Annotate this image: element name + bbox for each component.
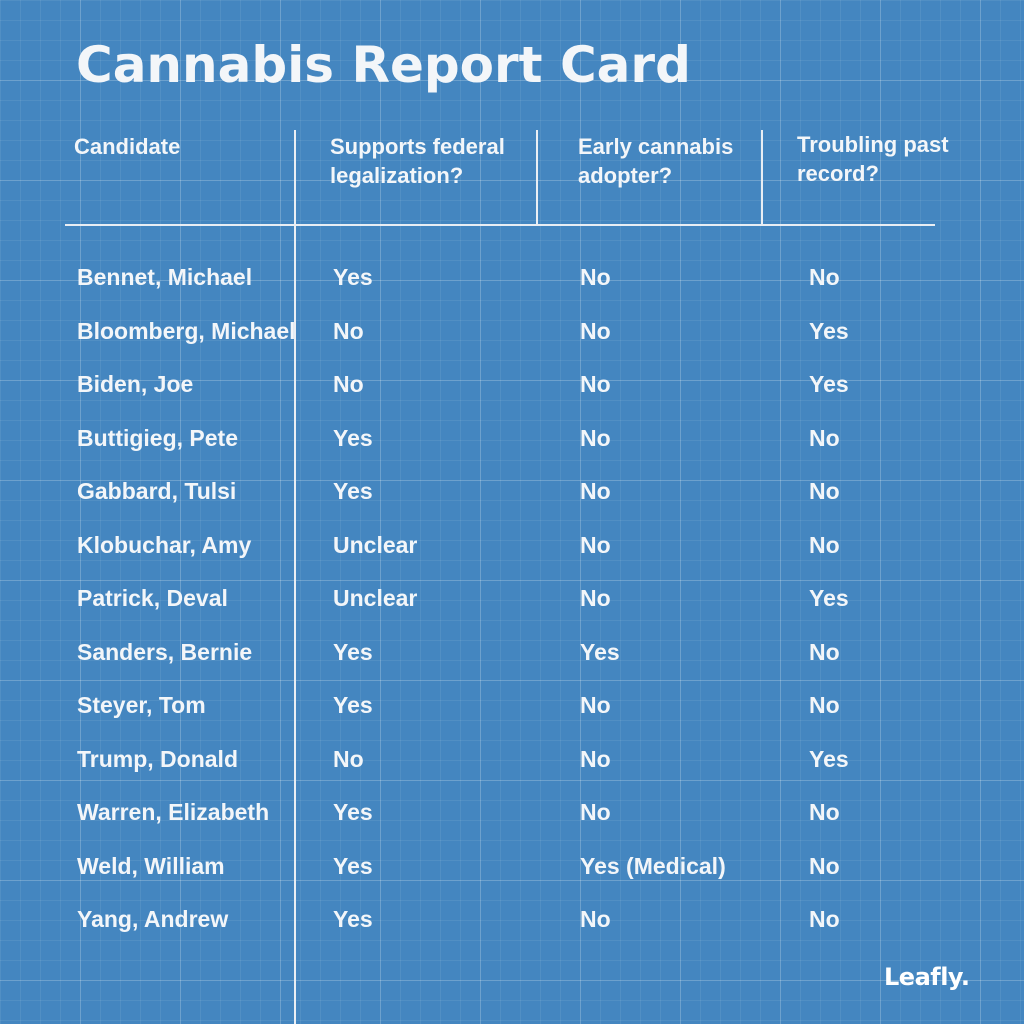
candidate-name-cell: Gabbard, Tulsi — [77, 478, 237, 504]
supports-federal-cell: No — [333, 317, 364, 344]
candidate-name-cell: Trump, Donald — [77, 745, 238, 772]
table-row: Bennet, Michael Yes No No — [0, 252, 1024, 306]
header-divider — [65, 224, 935, 226]
troubling-record-cell: No — [809, 264, 840, 290]
candidate-name-cell: Buttigieg, Pete — [77, 424, 239, 451]
header-candidate: Candidate — [74, 132, 180, 161]
header-troubling-past-record: Troubling past record? — [797, 130, 949, 188]
early-adopter-cell: No — [580, 478, 611, 504]
early-adopter-cell: No — [580, 799, 611, 825]
early-adopter-cell: No — [580, 531, 611, 558]
table-body: Bennet, Michael Yes No No Bloomberg, Michael… — [0, 252, 1024, 948]
header-early-line1: Early cannabis — [578, 134, 734, 159]
troubling-record-cell: Yes — [809, 317, 849, 344]
candidate-name-cell: Biden, Joe — [77, 371, 194, 397]
table-row: Yang, Andrew Yes No No — [0, 894, 1024, 948]
table-row: Warren, Elizabeth Yes No No — [0, 787, 1024, 841]
header-supports-federal-legalization: Supports federal legalization? — [330, 132, 505, 190]
column-divider-3 — [761, 130, 763, 224]
supports-federal-cell: Yes — [333, 264, 373, 290]
candidate-name-cell: Sanders, Bernie — [77, 638, 253, 665]
supports-federal-cell: Yes — [333, 478, 373, 504]
troubling-record-cell: No — [809, 852, 840, 879]
table-row: Trump, Donald No No Yes — [0, 734, 1024, 788]
page-title: Cannabis Report Card — [76, 36, 691, 94]
early-adopter-cell: No — [580, 424, 611, 451]
supports-federal-cell: Yes — [333, 692, 373, 718]
header-federal-line2: legalization? — [330, 163, 464, 188]
early-adopter-cell: No — [580, 745, 611, 772]
supports-federal-cell: No — [333, 371, 364, 397]
header-candidate-label: Candidate — [74, 134, 181, 159]
supports-federal-cell: Yes — [333, 424, 373, 451]
early-adopter-cell: No — [580, 317, 611, 344]
early-adopter-cell: No — [580, 264, 611, 290]
table-row: Klobuchar, Amy Unclear No No — [0, 520, 1024, 574]
troubling-record-cell: No — [809, 799, 840, 825]
troubling-record-cell: No — [809, 906, 840, 932]
table-row: Biden, Joe No No Yes — [0, 359, 1024, 413]
table-row: Weld, William Yes Yes (Medical) No — [0, 841, 1024, 895]
table-row: Steyer, Tom Yes No No — [0, 680, 1024, 734]
early-adopter-cell: No — [580, 371, 611, 397]
troubling-record-cell: No — [809, 638, 840, 665]
header-early-line2: adopter? — [578, 163, 673, 188]
candidate-name-cell: Yang, Andrew — [77, 906, 229, 932]
candidate-name-cell: Weld, William — [77, 852, 225, 879]
supports-federal-cell: No — [333, 745, 364, 772]
troubling-record-cell: No — [809, 531, 840, 558]
candidate-name-cell: Warren, Elizabeth — [77, 799, 270, 825]
table-row: Patrick, Deval Unclear No Yes — [0, 573, 1024, 627]
table-row: Sanders, Bernie Yes Yes No — [0, 627, 1024, 681]
table-row: Buttigieg, Pete Yes No No — [0, 413, 1024, 467]
early-adopter-cell: No — [580, 585, 611, 611]
early-adopter-cell: No — [580, 906, 611, 932]
candidate-name-cell: Klobuchar, Amy — [77, 531, 252, 558]
supports-federal-cell: Yes — [333, 906, 373, 932]
early-adopter-cell: Yes (Medical) — [580, 852, 726, 879]
supports-federal-cell: Unclear — [333, 531, 418, 558]
column-divider-1 — [294, 130, 296, 1024]
header-early-cannabis-adopter: Early cannabis adopter? — [578, 132, 733, 190]
supports-federal-cell: Yes — [333, 799, 373, 825]
leafly-logo: Leafly. — [884, 963, 970, 991]
troubling-record-cell: No — [809, 424, 840, 451]
candidate-name-cell: Bloomberg, Michael — [77, 317, 296, 344]
early-adopter-cell: No — [580, 692, 611, 718]
candidate-name-cell: Bennet, Michael — [77, 264, 253, 290]
candidate-name-cell: Steyer, Tom — [77, 692, 206, 718]
header-troubling-line2: record? — [797, 161, 879, 186]
header-troubling-line1: Troubling past — [797, 132, 949, 157]
supports-federal-cell: Yes — [333, 638, 373, 665]
candidate-name-cell: Patrick, Deval — [77, 585, 228, 611]
header-federal-line1: Supports federal — [330, 134, 505, 159]
early-adopter-cell: Yes — [580, 638, 620, 665]
supports-federal-cell: Unclear — [333, 585, 418, 611]
troubling-record-cell: Yes — [809, 585, 849, 611]
troubling-record-cell: No — [809, 478, 840, 504]
troubling-record-cell: Yes — [809, 371, 849, 397]
troubling-record-cell: Yes — [809, 745, 849, 772]
troubling-record-cell: No — [809, 692, 840, 718]
table-row: Bloomberg, Michael No No Yes — [0, 306, 1024, 360]
table-row: Gabbard, Tulsi Yes No No — [0, 466, 1024, 520]
column-divider-2 — [536, 130, 538, 224]
supports-federal-cell: Yes — [333, 852, 373, 879]
